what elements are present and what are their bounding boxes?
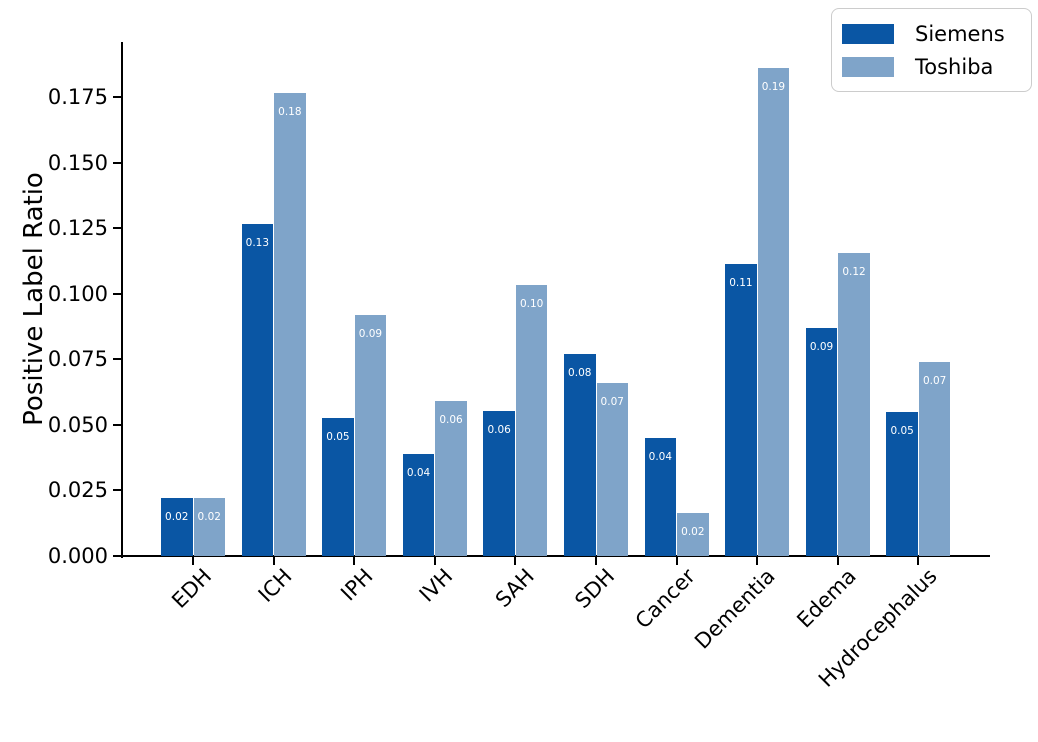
bar-value-label: 0.11 (729, 276, 753, 289)
toshiba-bar-cancer (677, 513, 709, 556)
siemens-bar-cancer (644, 438, 677, 556)
x-tick-mark (433, 557, 436, 565)
siemens-bar-hydrocephalus (886, 412, 918, 556)
legend-item-siemens: Siemens (842, 17, 1021, 50)
bar-value-label: 0.02 (165, 511, 189, 524)
bar-value-label: 0.04 (648, 451, 673, 464)
x-tick-label-sah: SAH (490, 564, 539, 613)
toshiba-bar-edema (838, 252, 870, 556)
siemens-bar-sdh (564, 354, 596, 556)
bar-value-label: 0.08 (568, 367, 592, 380)
bar-value-label: 0.19 (761, 80, 786, 93)
y-tick-label: 0.125 (47, 216, 108, 241)
y-tick-mark (113, 555, 121, 557)
bar-value-label: 0.02 (197, 511, 221, 524)
x-tick-mark (192, 557, 194, 565)
x-axis-line (121, 555, 990, 557)
y-tick-mark (113, 292, 121, 295)
x-tick-mark (595, 557, 597, 565)
x-tick-label-cancer: Cancer (630, 564, 700, 634)
x-tick-mark (756, 557, 759, 565)
bar-value-label: 0.04 (406, 466, 431, 479)
y-tick-label: 0.150 (47, 150, 108, 175)
siemens-color-swatch (842, 23, 894, 44)
bar-value-label: 0.07 (600, 396, 624, 409)
siemens-bar-edema (805, 327, 838, 556)
plot-area: 0.02 0.13 0.05 0.04 0.06 0.08 0.04 0.11 0.09 0.05… (113, 42, 990, 565)
x-tick-label-edema: Edema (792, 564, 861, 633)
bar-value-label: 0.05 (890, 425, 914, 438)
x-tick-label-ivh: IVH (415, 564, 458, 607)
x-tick-label-sdh: SDH (569, 564, 619, 614)
toshiba-bar-ich (274, 92, 306, 556)
legend-label-siemens: Siemens (915, 21, 1005, 46)
y-tick-label: 0.050 (47, 412, 108, 437)
x-tick-mark (675, 557, 678, 565)
bar-value-label: 0.09 (358, 327, 383, 340)
siemens-bar-dementia (725, 263, 757, 556)
x-tick-mark (514, 557, 517, 565)
toshiba-bar-hydrocephalus (918, 362, 951, 556)
y-tick-label: 0.100 (47, 281, 108, 306)
bar-value-label: 0.10 (519, 297, 544, 310)
bar-value-label: 0.12 (842, 265, 866, 278)
bar-value-label: 0.13 (245, 237, 270, 250)
siemens-bar-ivh (402, 453, 435, 556)
x-tick-label-ich: ICH (253, 564, 297, 607)
y-tick-mark (113, 358, 121, 361)
legend-item-toshiba: Toshiba (842, 50, 1021, 83)
y-tick-mark (113, 227, 121, 230)
y-tick-label: 0.000 (47, 544, 108, 568)
x-tick-label-dementia: Dementia (690, 564, 781, 654)
x-tick-mark (917, 557, 920, 565)
x-tick-label-edh: EDH (167, 564, 216, 613)
legend: Siemens Toshiba (831, 8, 1032, 92)
x-tick-label-iph: IPH (335, 564, 378, 606)
siemens-bar-iph (322, 417, 354, 556)
y-tick-mark (113, 489, 121, 492)
bar-value-label: 0.06 (487, 424, 511, 437)
siemens-bar-sah (483, 411, 515, 556)
toshiba-color-swatch (842, 56, 894, 77)
x-tick-mark (836, 557, 839, 565)
y-tick-label: 0.025 (47, 478, 108, 503)
y-tick-mark (113, 161, 121, 164)
bar-value-label: 0.02 (681, 525, 705, 538)
siemens-bar-edh (161, 498, 193, 556)
toshiba-bar-sdh (596, 383, 628, 556)
bar-value-label: 0.09 (809, 340, 834, 353)
y-tick-mark (113, 96, 121, 99)
x-tick-mark (353, 557, 356, 565)
siemens-bar-ich (241, 224, 274, 556)
toshiba-bar-sah (515, 284, 548, 556)
toshiba-bar-edh (193, 498, 225, 556)
toshiba-bar-dementia (757, 67, 790, 556)
x-tick-mark (272, 557, 275, 565)
bar-value-label: 0.18 (278, 105, 302, 118)
toshiba-bar-iph (354, 314, 387, 556)
bar-value-label: 0.06 (439, 414, 463, 427)
toshiba-bar-ivh (435, 401, 467, 556)
y-tick-label: 0.075 (47, 347, 108, 372)
y-tick-mark (113, 423, 121, 426)
bar-value-label: 0.07 (922, 375, 947, 388)
legend-label-toshiba: Toshiba (915, 54, 994, 79)
bar-value-label: 0.05 (326, 430, 350, 443)
y-axis-line (121, 42, 123, 558)
y-tick-label: 0.175 (47, 85, 108, 110)
